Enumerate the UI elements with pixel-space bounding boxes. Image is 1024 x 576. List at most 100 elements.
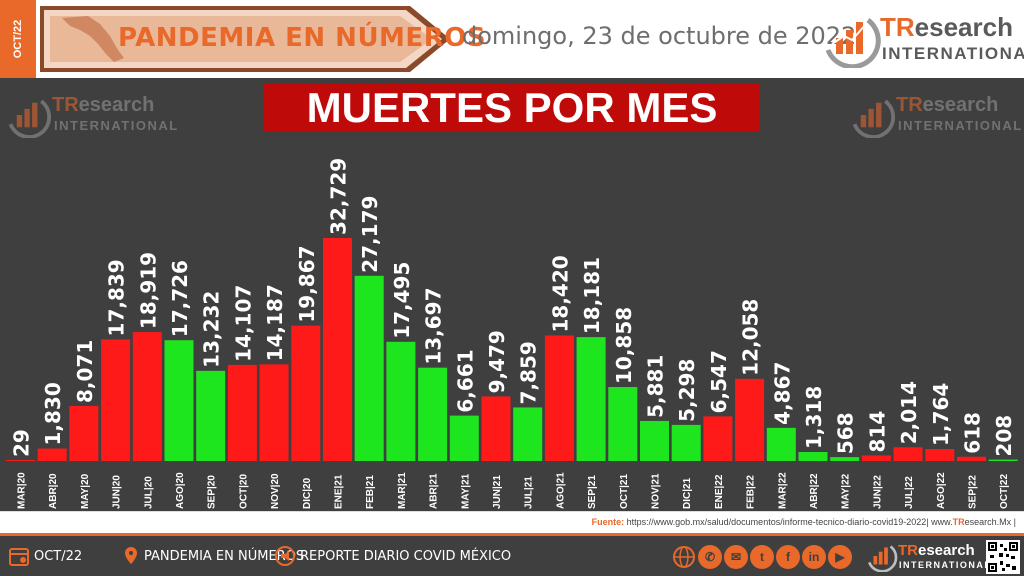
bar-ago-20 xyxy=(164,340,194,461)
bar-jun-22 xyxy=(861,455,891,461)
source-label: Fuente: xyxy=(591,517,625,527)
bar-ene-22 xyxy=(703,416,733,461)
tick-label: AGO|22 xyxy=(936,472,947,509)
source-url[interactable]: https://www.gob.mx/salud/documentos/info… xyxy=(626,517,929,527)
bar-chart: 29 MAR|20 1,830 ABR|20 8,071 MAY|20 17,839 JUN|… xyxy=(6,158,1018,509)
bar-jun-21 xyxy=(481,396,511,461)
tick-label: ABR|21 xyxy=(429,473,440,509)
bar-abr-20 xyxy=(37,448,67,461)
tick-label: NOV|21 xyxy=(651,473,662,509)
brand-logo-watermark-left: TResearch INTERNATIONAL xyxy=(6,92,177,138)
tick-label: FEB|21 xyxy=(365,475,376,509)
data-label: 208 xyxy=(992,415,1016,457)
tick-label: DIC|20 xyxy=(302,477,313,509)
source-site[interactable]: www.TResearch.Mx | xyxy=(931,517,1016,527)
data-label: 6,661 xyxy=(453,349,477,412)
banner xyxy=(40,6,450,72)
data-label: 29 xyxy=(10,429,34,457)
data-label: 5,298 xyxy=(675,359,699,422)
brand-logo-watermark-right: TResearch INTERNATIONAL xyxy=(850,92,1021,138)
globe-icon[interactable] xyxy=(672,545,696,569)
data-label: 618 xyxy=(961,412,985,454)
bar-may-21 xyxy=(449,415,479,461)
tick-label: AGO|20 xyxy=(175,472,186,509)
tick-label: DIC|21 xyxy=(682,477,693,509)
footer-report: REPORTE DIARIO COVID MÉXICO xyxy=(300,549,512,564)
bar-mar-20 xyxy=(6,460,35,461)
data-label: 32,729 xyxy=(327,158,351,235)
data-label: 568 xyxy=(834,412,858,454)
tick-label: OCT|20 xyxy=(238,474,249,509)
tick-label: JUL|22 xyxy=(904,476,915,509)
logo-mark-icon xyxy=(8,99,52,138)
logo-mark-icon xyxy=(867,545,898,572)
tick-label: JUN|22 xyxy=(872,475,883,509)
bar-dic-21 xyxy=(671,424,701,461)
footer-date: OCT/22 xyxy=(34,549,83,564)
bar-sep-21 xyxy=(576,337,606,461)
data-label: 17,839 xyxy=(105,259,129,336)
logo-mark-icon xyxy=(825,18,881,68)
tick-label: MAY|22 xyxy=(841,473,852,509)
data-label: 6,547 xyxy=(707,350,731,413)
data-label: 814 xyxy=(865,411,889,453)
bar-mar-22 xyxy=(766,427,796,461)
data-label: 1,764 xyxy=(929,383,953,446)
bar-oct-22 xyxy=(988,459,1018,461)
tick-label: MAR|22 xyxy=(777,472,788,509)
source-bar: Fuente: https://www.gob.mx/salud/documen… xyxy=(0,511,1024,533)
bar-jul-20 xyxy=(132,332,162,461)
data-label: 13,697 xyxy=(422,287,446,364)
tick-label: SEP|21 xyxy=(587,475,598,509)
tick-label: ENE|22 xyxy=(714,474,725,509)
tick-label: FEB|22 xyxy=(746,475,757,509)
bar-oct-21 xyxy=(608,387,638,461)
data-label: 13,232 xyxy=(200,291,224,368)
email-icon[interactable]: ✉ xyxy=(724,545,748,569)
tick-label: ABR|20 xyxy=(48,473,59,509)
brand-logo-header: TResearch INTERNATIONAL xyxy=(822,8,1024,68)
tick-label: SEP|22 xyxy=(968,475,979,509)
twitter-icon[interactable]: t xyxy=(750,545,774,569)
tick-label: NOV|20 xyxy=(270,473,281,509)
whatsapp-icon[interactable]: ✆ xyxy=(698,545,722,569)
bar-abr-21 xyxy=(418,367,448,461)
bar-sep-20 xyxy=(196,370,226,461)
data-label: 18,420 xyxy=(548,255,572,332)
bar-jun-20 xyxy=(101,339,131,461)
bar-oct-20 xyxy=(227,364,257,461)
tick-label: JUL|21 xyxy=(524,476,535,509)
tick-label: OCT|21 xyxy=(619,474,630,509)
qr-code-icon[interactable] xyxy=(986,540,1020,574)
bar-ago-22 xyxy=(925,448,955,461)
data-label: 14,187 xyxy=(263,284,287,361)
bar-nov-20 xyxy=(259,364,289,461)
tick-label: MAR|20 xyxy=(17,472,28,509)
bar-nov-21 xyxy=(640,420,669,461)
youtube-icon[interactable]: ▶ xyxy=(828,545,852,569)
linkedin-icon[interactable]: in xyxy=(802,545,826,569)
data-label: 27,179 xyxy=(358,196,382,273)
data-label: 17,495 xyxy=(390,262,414,339)
data-label: 4,867 xyxy=(770,362,794,425)
tick-label: ENE|21 xyxy=(334,474,345,509)
logo-mark-icon xyxy=(852,99,896,138)
tick-label: JUN|21 xyxy=(492,475,503,509)
side-date-tab: OCT/22 xyxy=(0,0,36,78)
footer: OCT/22 PANDEMIA EN NÚMEROS REPORTE DIARI… xyxy=(0,533,1024,576)
bar-may-22 xyxy=(830,457,860,461)
data-label: 18,181 xyxy=(580,257,604,334)
data-label: 18,919 xyxy=(136,252,160,329)
facebook-icon[interactable]: f xyxy=(776,545,800,569)
bar-ene-21 xyxy=(323,238,352,461)
footer-section: PANDEMIA EN NÚMEROS xyxy=(144,549,305,564)
mexico-map-icon xyxy=(62,16,124,62)
tick-label: MAY|21 xyxy=(460,473,471,509)
tick-label: OCT|22 xyxy=(999,474,1010,509)
side-date-label: OCT/22 xyxy=(12,19,24,59)
data-label: 9,479 xyxy=(485,330,509,393)
banner-title: PANDEMIA EN NÚMEROS xyxy=(118,23,487,53)
tick-label: AGO|21 xyxy=(555,472,566,509)
tick-label: SEP|20 xyxy=(207,475,218,509)
data-label: 12,058 xyxy=(739,299,763,376)
